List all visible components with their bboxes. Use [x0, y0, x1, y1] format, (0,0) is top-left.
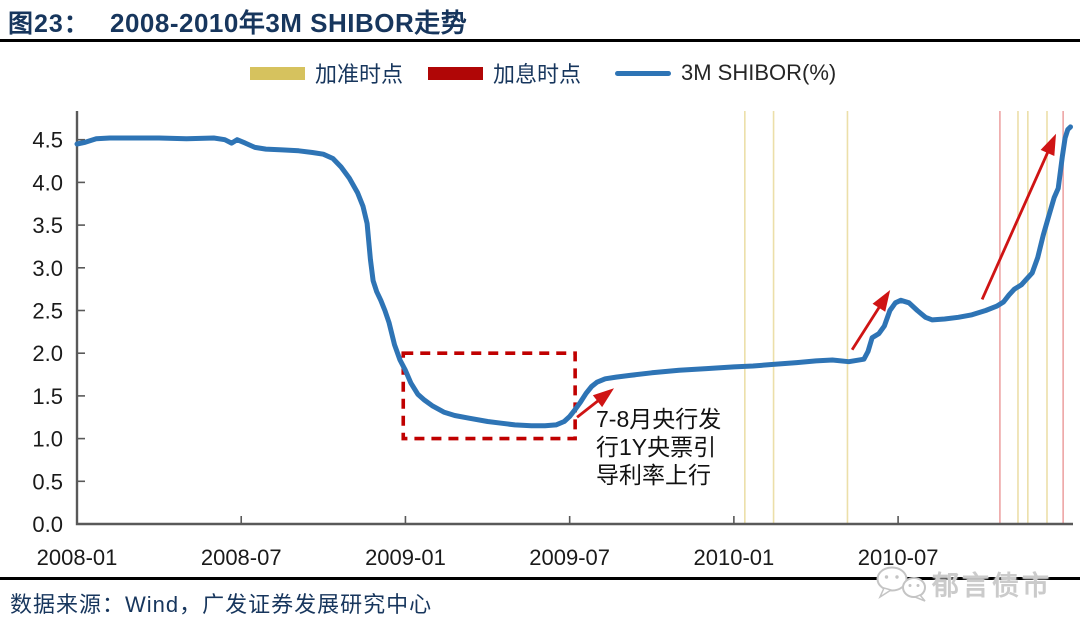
chart-annotation: 7-8月央行发 行1Y央票引 导利率上行 [596, 405, 721, 489]
legend-item-2: 3M SHIBOR(%) [615, 58, 836, 88]
legend-swatch [615, 70, 671, 76]
y-tick-label: 1.5 [32, 384, 63, 409]
y-tick-label: 2.0 [32, 341, 63, 366]
x-tick-label: 2010-07 [858, 545, 939, 570]
x-tick-label: 2010-01 [694, 545, 775, 570]
wechat-icon [876, 566, 926, 602]
y-tick-label: 3.5 [32, 213, 63, 238]
legend-label: 3M SHIBOR(%) [681, 60, 837, 85]
x-tick-label: 2008-07 [201, 545, 282, 570]
footer-divider [0, 577, 1080, 580]
y-tick-label: 1.0 [32, 427, 63, 452]
y-tick-label: 0.5 [32, 469, 63, 494]
annotation-line: 行1Y央票引 [596, 434, 717, 460]
legend-swatch [250, 66, 305, 80]
y-tick-label: 0.0 [32, 512, 63, 537]
y-tick-label: 2.5 [32, 299, 63, 324]
shibor-line [74, 124, 1073, 429]
x-tick-label: 2008-01 [37, 545, 118, 570]
x-tick-label: 2009-07 [529, 545, 610, 570]
trend-arrow-shaft [980, 148, 1051, 300]
legend-label: 加息时点 [493, 62, 582, 87]
annotation-line: 导利率上行 [596, 462, 711, 488]
legend-item-0: 加准时点 [250, 58, 403, 88]
x-tick-label: 2009-01 [365, 545, 446, 570]
y-tick-label: 3.0 [32, 256, 63, 281]
y-tick-label: 4.5 [32, 128, 63, 153]
trend-arrow-head [592, 388, 614, 408]
trend-arrow-shaft [850, 303, 883, 351]
trend-arrow-shaft [576, 397, 602, 419]
annotation-line: 7-8月央行发 [596, 406, 722, 432]
chart-legend: 加准时点 加息时点 3M SHIBOR(%) [0, 58, 1080, 92]
legend-item-1: 加息时点 [428, 58, 581, 88]
y-tick-label: 4.0 [32, 170, 63, 195]
trend-arrow-head [872, 290, 891, 312]
figure-number: 图23： [8, 10, 90, 38]
legend-label: 加准时点 [315, 62, 404, 87]
highlight-box [401, 351, 577, 441]
trend-arrow-head [1040, 133, 1057, 156]
watermark-text: 郁言债市 [932, 571, 1052, 601]
legend-swatch [428, 66, 483, 80]
title-divider [0, 39, 1080, 42]
page-title: 2008-2010年3M SHIBOR走势 [110, 8, 468, 38]
data-source-text: 数据来源：Wind，广发证券发展研究中心 [10, 592, 433, 617]
watermark: 郁言债市 [874, 564, 1052, 603]
